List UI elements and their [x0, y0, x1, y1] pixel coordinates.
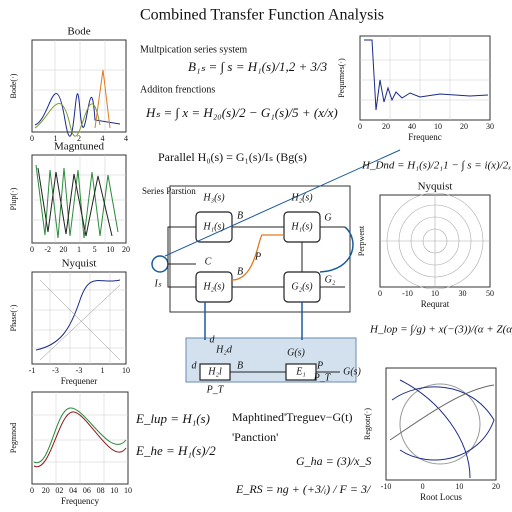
x-tick-label: 50	[486, 289, 494, 298]
diagram-label: P_T	[206, 384, 225, 395]
plot-title: Nyquist	[418, 181, 453, 193]
x-tick-label: 08	[97, 486, 105, 495]
plot-title: Nyquist	[62, 258, 97, 270]
y-axis-label: Perpwent	[357, 225, 366, 256]
x-tick-label: -2	[44, 245, 51, 254]
x-tick-label: 20	[492, 482, 500, 491]
diagram-label: d	[210, 334, 216, 345]
diagram-label: G	[324, 212, 331, 223]
x-tick-label: 0	[358, 122, 362, 131]
diagram-label: d	[192, 360, 198, 371]
plot-title: Magntuned	[54, 141, 105, 153]
x-tick-label: 02	[55, 486, 63, 495]
x-tick-label: 4	[124, 134, 128, 143]
diagram-label: G₂(s)	[291, 281, 313, 292]
x-tick-label: 0	[421, 482, 425, 491]
x-axis-label: Frequenc	[408, 132, 442, 142]
x-tick-label: 20	[382, 122, 390, 131]
equation: E_he = H₁(s)/2	[135, 443, 216, 458]
diagram-label: P	[316, 360, 323, 371]
x-tick-label: 10	[110, 486, 118, 495]
x-tick-label: 20	[42, 486, 50, 495]
plot-frames	[31, 35, 497, 485]
y-axis-label: Plup(·)	[9, 187, 18, 210]
x-axis-label: Frequener	[61, 376, 97, 386]
x-tick-label: 04	[69, 486, 77, 495]
x-tick-label: 06	[83, 486, 91, 495]
diagram-label: H₂l	[207, 366, 222, 377]
equation: E_lup = H₁(s)	[135, 411, 210, 426]
x-tick-label: 10	[124, 486, 132, 495]
x-tick-label: 5	[93, 245, 97, 254]
x-tick-label: 1	[77, 245, 81, 254]
x-tick-label: -3	[76, 366, 83, 375]
equation: E_RS = ng + (+3/ᵢ) / F = 3/	[235, 482, 372, 496]
diagram-label: B	[237, 210, 243, 221]
equation: Parallel H₀(s) = G₁(s)/Iₛ (Bg(s)	[158, 150, 307, 164]
x-tick-label: 1	[101, 366, 105, 375]
x-tick-label: 2	[77, 134, 81, 143]
diagram-label: H₃(s)	[202, 192, 225, 203]
page-title: Combined Transfer Function Analysis	[140, 7, 384, 24]
label: Series Parstion	[142, 186, 196, 196]
diagram-label: H₂(s)	[290, 192, 313, 203]
x-tick-label: 40	[408, 122, 416, 131]
label: Additon frenctions	[140, 84, 215, 95]
y-axis-label: Pequrmes(·)	[337, 58, 346, 98]
x-tick-label: 4	[101, 134, 105, 143]
x-tick-label: 10	[431, 289, 439, 298]
equation: Hₛ = ∫ x = H₂₀(s)/2 − G₁(s)/5 + (x/x)	[145, 105, 338, 121]
x-tick-label: 10	[106, 245, 114, 254]
diagram-label: B	[237, 266, 243, 277]
x-tick-label: 0	[378, 289, 382, 298]
diagram-label: H₂(s)	[202, 281, 225, 292]
diagram-label: P	[254, 251, 261, 262]
x-tick-label: -1	[29, 366, 36, 375]
diagram-label: G₂	[325, 274, 336, 285]
y-axis-label: Pegmnod	[9, 423, 18, 453]
diagram-label: Iₛ	[153, 278, 161, 289]
equation: G_ha = (3)/x_S	[296, 454, 371, 468]
diagram-label: C	[205, 256, 212, 267]
diagram-label: H₂d	[215, 344, 233, 355]
diagram-label: H₁(s)	[202, 221, 225, 232]
equation: H_Dnd = H₁(s)/2₁1 − ∫ s = i(x)/2ₓ	[361, 160, 511, 172]
x-tick-label: 0	[30, 134, 34, 143]
block-diagram	[151, 149, 401, 383]
x-tick-label: 0	[30, 245, 34, 254]
x-axis-label: Frequency	[61, 496, 99, 506]
x-tick-label: 0	[30, 486, 34, 495]
y-axis-label: Bode(·)	[9, 73, 18, 98]
x-tick-label: -3	[52, 366, 59, 375]
x-axis-label: Root Locus	[420, 492, 462, 502]
x-tick-label: 1	[54, 134, 58, 143]
x-tick-label: 10	[434, 122, 442, 131]
diagram-label: H₁(s)	[290, 221, 313, 232]
x-tick-label: -10	[381, 482, 392, 491]
plot-title: Bode	[67, 26, 90, 38]
x-tick-label: 30	[486, 122, 494, 131]
x-axis-label: Requrat	[421, 299, 450, 309]
diagram-label: B	[237, 360, 243, 371]
x-tick-label: 20	[460, 122, 468, 131]
x-tick-label: 30	[459, 289, 467, 298]
x-tick-label: 20	[122, 245, 130, 254]
diagram-label: G(s)	[343, 366, 361, 377]
x-tick-label: 10	[455, 482, 463, 491]
diagram-label: E₁	[295, 366, 306, 377]
x-tick-label: 10	[122, 366, 130, 375]
diagram-label: P_T	[313, 372, 332, 383]
diagram-label: G(s)	[287, 347, 305, 358]
equation: 'Panction'	[232, 430, 278, 444]
y-axis-label: Regtotr(·)	[363, 408, 372, 440]
x-tick-label: 20	[59, 245, 67, 254]
equation: B₁ₛ = ∫ s = H₁(s)/1,2 + 3/3	[188, 59, 328, 75]
equation: Maphtined'Treguev−G(t)	[232, 410, 352, 424]
x-tick-label: -10	[402, 289, 413, 298]
label: Multpication series system	[140, 44, 247, 55]
y-axis-label: Phase(·)	[9, 304, 18, 331]
equation: H_lop = ∫/g) + x(−(3))/(α + Z(α))	[369, 324, 512, 336]
